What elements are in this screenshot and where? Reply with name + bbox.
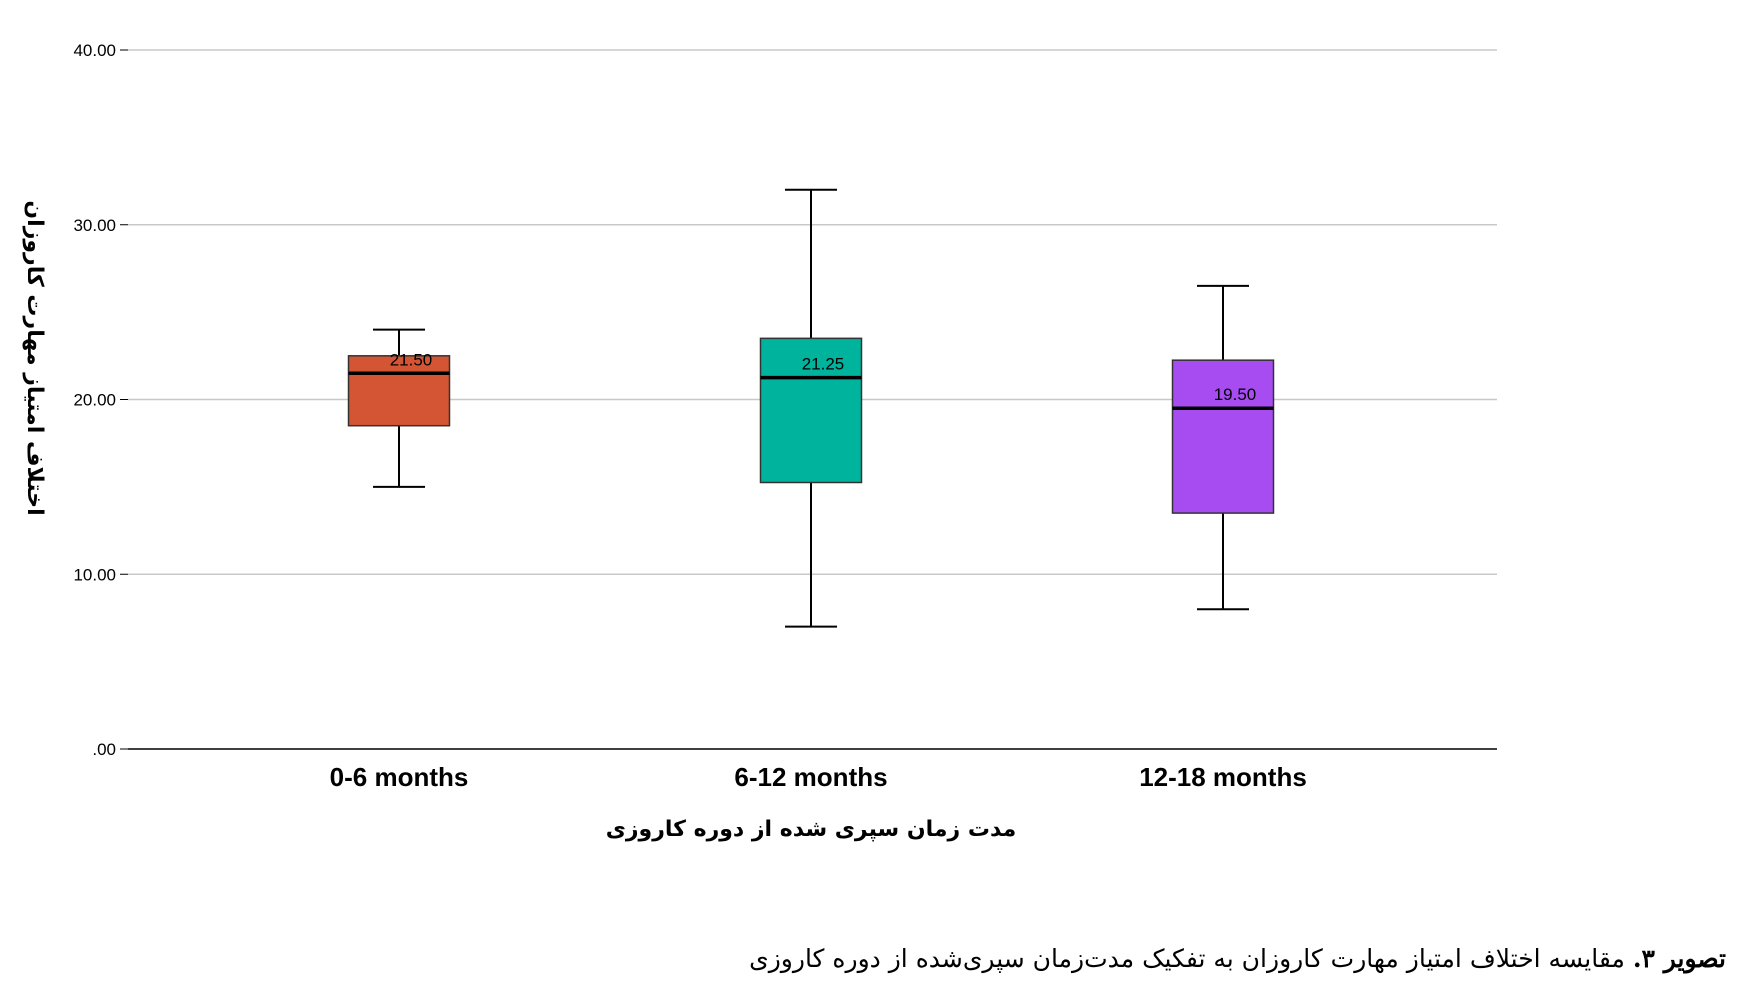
iqr-box [759,337,863,484]
box-2: 21.25 [759,188,863,628]
median-label: 19.50 [1214,385,1257,404]
y-tick-label: .00 [92,740,116,759]
box-3: 19.50 [1171,284,1275,611]
y-axis-title: اختلاف امتیاز مهارت کاروزان [22,200,47,515]
figure-caption: تصویر ۳. مقایسه اختلاف امتیاز مهارت کارو… [526,938,1726,980]
median-label: 21.25 [802,355,845,374]
caption-label: تصویر ۳. [1632,944,1726,973]
iqr-box [1171,359,1275,514]
box-1: 21.50 [347,328,451,488]
y-tick-label: 30.00 [73,216,116,235]
y-tick-label: 10.00 [73,565,116,584]
boxes: 21.50 21.25 19.50 [347,188,1275,628]
x-axis-categories: 0-6 months 6-12 months 12-18 months [330,762,1307,792]
y-tick-label: 20.00 [73,391,116,410]
caption-text: مقایسه اختلاف امتیاز مهارت کاروزان به تف… [749,944,1625,973]
x-category-label: 12-18 months [1139,762,1307,792]
grid-lines [128,49,1497,575]
x-category-label: 0-6 months [330,762,469,792]
x-category-label: 6-12 months [734,762,887,792]
median-label: 21.50 [390,350,433,369]
x-axis-title: مدت زمان سپری شده از دوره کاروزی [606,817,1017,842]
y-tick-label: 40.00 [73,41,116,60]
iqr-box [347,355,451,427]
y-axis-ticks: .00 10.00 20.00 30.00 40.00 [73,41,128,759]
